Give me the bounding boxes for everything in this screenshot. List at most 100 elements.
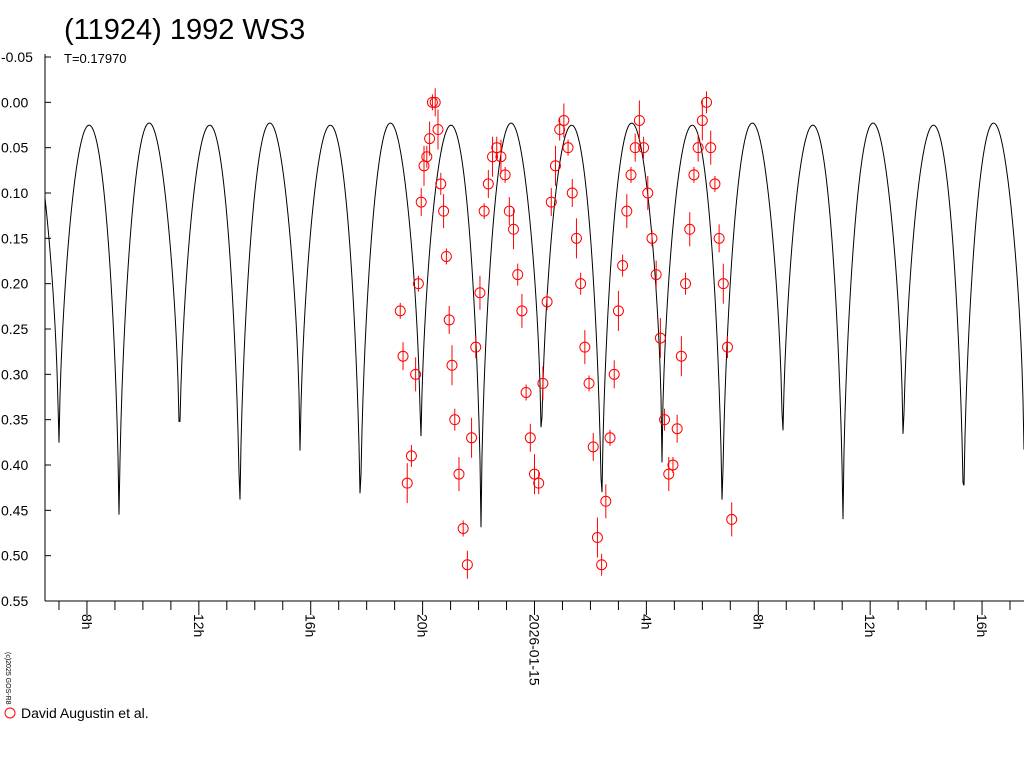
data-point <box>591 532 603 544</box>
data-point <box>545 196 557 208</box>
data-point <box>696 114 708 126</box>
copyright-text: (c)2025 GOS-R8 <box>4 652 11 705</box>
data-point <box>412 278 424 290</box>
data-point <box>537 377 549 389</box>
chart-title: (11924) 1992 WS3 <box>64 14 305 46</box>
data-point <box>659 414 671 426</box>
data-point <box>554 124 566 136</box>
x-tick-label: 12h <box>191 614 207 637</box>
data-point <box>487 151 499 163</box>
data-point <box>503 205 515 217</box>
data-point <box>466 432 478 444</box>
data-point <box>482 178 494 190</box>
data-point <box>533 477 545 489</box>
data-point <box>415 196 427 208</box>
axes <box>44 54 1024 602</box>
data-point <box>443 314 455 326</box>
data-point <box>617 260 629 272</box>
data-point <box>705 142 717 154</box>
data-point <box>461 559 473 571</box>
data-point <box>633 114 645 126</box>
data-point <box>587 441 599 453</box>
data-point <box>410 368 422 380</box>
data-point <box>566 187 578 199</box>
data-point <box>675 350 687 362</box>
legend: David Augustin et al. <box>4 705 149 721</box>
data-point <box>394 305 406 317</box>
data-point <box>499 169 511 181</box>
data-point <box>397 350 409 362</box>
data-point <box>596 559 608 571</box>
y-tick-label: 0.15 <box>1 230 28 246</box>
data-point <box>520 386 532 398</box>
data-point <box>429 96 441 108</box>
data-point <box>621 205 633 217</box>
data-point <box>405 450 417 462</box>
data-point <box>583 377 595 389</box>
model-lightcurve <box>44 122 1024 528</box>
data-point <box>562 142 574 154</box>
data-point <box>629 142 641 154</box>
y-tick-label: -0.05 <box>1 49 33 65</box>
data-point <box>600 495 612 507</box>
y-axis-ticks: -0.05 0.00 0.05 0.10 0.15 0.20 0.25 0.30 0.35 0.4… <box>1 49 51 609</box>
y-tick-label: 0.05 <box>1 140 28 156</box>
data-point <box>516 305 528 317</box>
y-tick-label: 0.50 <box>1 548 28 564</box>
data-point <box>688 169 700 181</box>
data-point <box>709 178 721 190</box>
data-point <box>495 151 507 163</box>
x-tick-label: 20h <box>415 614 431 637</box>
data-point <box>680 278 692 290</box>
x-tick-label: 4h <box>638 614 654 630</box>
data-point <box>508 223 520 235</box>
data-point <box>453 468 465 480</box>
y-tick-label: 0.00 <box>1 94 28 110</box>
data-point <box>667 459 679 471</box>
data-point <box>579 341 591 353</box>
data-point <box>541 296 553 308</box>
y-tick-label: 0.45 <box>1 502 28 518</box>
data-point <box>608 368 620 380</box>
data-point <box>717 278 729 290</box>
y-tick-label: 0.40 <box>1 457 28 473</box>
data-point <box>646 232 658 244</box>
chart-subtitle: T=0.17970 <box>64 51 127 66</box>
data-point <box>684 223 696 235</box>
data-point <box>449 414 461 426</box>
data-point <box>474 287 486 299</box>
y-tick-label: 0.55 <box>1 593 28 609</box>
y-tick-label: 0.10 <box>1 185 28 201</box>
legend-label: David Augustin et al. <box>21 705 149 721</box>
data-point <box>642 187 654 199</box>
data-point <box>438 205 450 217</box>
x-tick-label: 8h <box>750 614 766 630</box>
data-point <box>726 513 738 525</box>
data-point <box>722 341 734 353</box>
data-point <box>512 269 524 281</box>
data-points <box>394 88 738 579</box>
data-point <box>549 160 561 172</box>
data-point <box>424 133 436 145</box>
legend-marker-icon <box>4 707 16 719</box>
data-point <box>701 96 713 108</box>
data-point <box>470 341 482 353</box>
data-point <box>604 432 616 444</box>
data-point <box>426 96 438 108</box>
x-axis-ticks: 8h 12h 16h 20h 2026-01-15 4h 8h 12h 16h <box>58 601 1011 686</box>
data-point <box>432 124 444 136</box>
data-point <box>612 305 624 317</box>
data-point <box>558 114 570 126</box>
data-point <box>457 522 469 534</box>
data-point <box>692 142 704 154</box>
data-point <box>446 359 458 371</box>
x-tick-label: 8h <box>79 614 95 630</box>
data-point <box>440 250 452 262</box>
x-tick-label: 16h <box>303 614 319 637</box>
data-point <box>478 205 490 217</box>
data-point <box>671 423 683 435</box>
x-tick-label: 12h <box>862 614 878 637</box>
data-point <box>435 178 447 190</box>
data-point <box>625 169 637 181</box>
